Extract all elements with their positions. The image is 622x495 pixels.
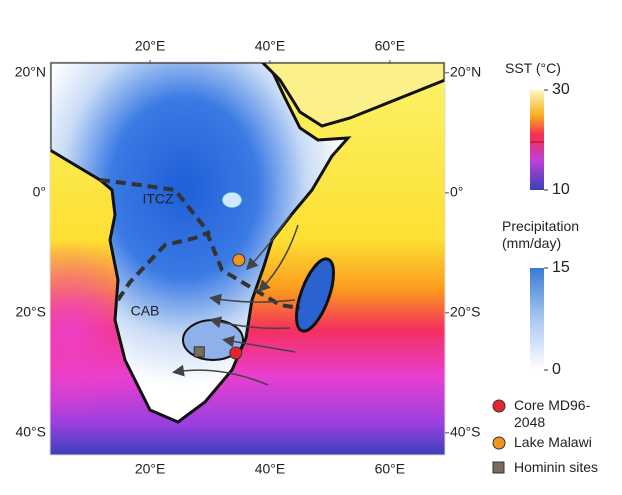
colorbar-tick-label: 15: [552, 259, 570, 276]
lon-tick-label: 20°E: [135, 38, 166, 54]
legend-symbol: [492, 399, 506, 413]
lat-tick-label: 40°S: [450, 424, 481, 440]
lat-tick-label: 0°: [450, 184, 463, 200]
map-frame: [49, 61, 446, 456]
lat-tick-label: 0°: [33, 184, 46, 200]
legend-label: Core MD96-2048: [514, 397, 591, 430]
lat-tick-label: 20°N: [15, 64, 46, 80]
colorbar-tick-label: 10: [552, 181, 570, 198]
legend-symbol: [492, 436, 506, 450]
legend-label: Hominin sites: [514, 459, 599, 475]
colorbar-tick-label: 0: [552, 361, 561, 378]
legend-label: Lake Malawi: [514, 434, 592, 450]
cab-label: CAB: [131, 303, 160, 319]
itcz-label: ITCZ: [142, 191, 174, 207]
precip-title: Precipitation (mm/day): [502, 218, 580, 251]
lon-tick-label: 60°E: [375, 461, 406, 477]
precip-colorbar: [530, 268, 544, 370]
site-marker: [232, 253, 246, 267]
map: ITCZ CAB: [50, 62, 445, 455]
sst-title: SST (°C): [505, 60, 561, 76]
colorbar-tick-label: 30: [552, 81, 570, 98]
lon-tick-label: 40°E: [255, 461, 286, 477]
site-marker: [193, 346, 205, 358]
legend-symbol: [492, 461, 505, 474]
sst-colorbar: [530, 90, 544, 190]
lat-tick-label: 40°S: [15, 424, 46, 440]
lon-tick-label: 20°E: [135, 461, 166, 477]
lat-tick-label: 20°S: [15, 304, 46, 320]
lat-tick-label: 20°N: [450, 64, 481, 80]
lon-tick-label: 60°E: [375, 38, 406, 54]
site-markers: [193, 253, 246, 360]
lat-tick-label: 20°S: [450, 304, 481, 320]
site-marker: [229, 346, 243, 360]
lon-tick-label: 40°E: [255, 38, 286, 54]
